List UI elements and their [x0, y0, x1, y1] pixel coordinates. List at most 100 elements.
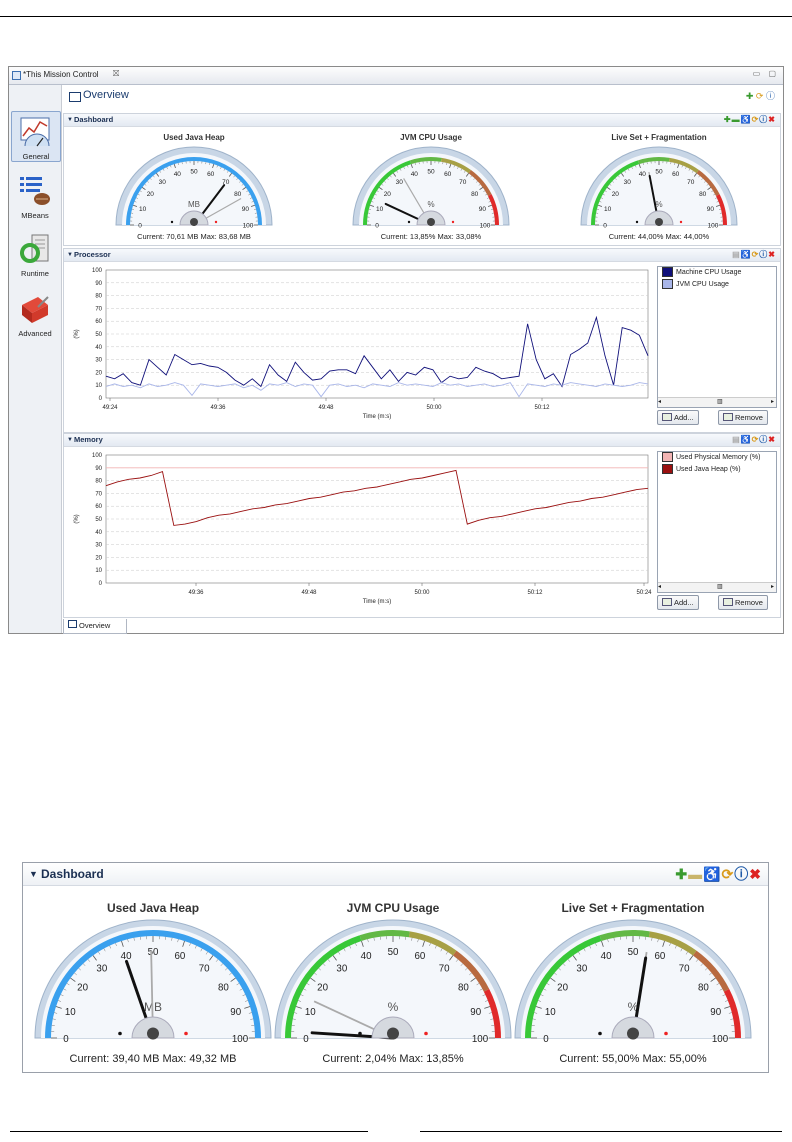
refresh-icon[interactable]: ⟳	[751, 435, 760, 444]
gauge-tick	[98, 951, 101, 955]
gauge-tick	[485, 193, 488, 196]
gauge-tick	[578, 951, 581, 955]
mission-control-app-icon	[12, 71, 21, 80]
gauge-tick-label: 80	[471, 191, 479, 198]
gauge-tick	[374, 193, 377, 196]
gauge-tick-label: 10	[376, 206, 384, 213]
dashboard-header[interactable]: ▼ Dashboard ✚▬♿⟳ⓘ✖	[23, 863, 768, 886]
gauge-tick-label: 30	[624, 179, 632, 186]
add-icon[interactable]: ✚	[723, 115, 732, 124]
gauge-tick-label: 30	[159, 179, 167, 186]
gauge-tick	[464, 170, 466, 173]
gauge-tick-label: 30	[336, 963, 347, 974]
legend-item[interactable]: JVM CPU Usage	[658, 279, 776, 291]
gauge-tick	[407, 165, 409, 168]
gauge-tick	[698, 175, 700, 178]
refresh-icon[interactable]: ⟳	[755, 91, 764, 101]
close-icon[interactable]: ✖	[768, 250, 776, 259]
remove-icon[interactable]: ▬	[731, 115, 741, 124]
close-icon[interactable]: ✖	[749, 866, 762, 882]
remove-icon[interactable]: ▬	[688, 866, 704, 882]
gauge-unit: MB	[188, 200, 200, 209]
processor-legend[interactable]: Machine CPU Usage JVM CPU Usage ◂ ▥ ▸	[657, 266, 777, 408]
gauge-tick	[719, 988, 723, 991]
refresh-icon[interactable]: ⟳	[721, 866, 735, 882]
gauge-tick	[540, 994, 544, 997]
gauge-max-marker	[184, 1031, 188, 1036]
processor-header[interactable]: ▼ Processor ▤♿⟳ⓘ✖	[64, 249, 780, 262]
legend-item[interactable]: Used Java Heap (%)	[658, 464, 776, 476]
gauge-tick	[241, 184, 244, 186]
gauge-tick	[599, 201, 602, 203]
legend-scrollbar[interactable]: ◂ ▥ ▸	[658, 397, 776, 407]
editor-tab[interactable]: *This Mission Control ⛝ ▭ ▢	[9, 67, 783, 85]
gauge-title: JVM CPU Usage	[400, 133, 462, 142]
add-icon[interactable]: ✚	[745, 91, 754, 101]
collapse-triangle-icon[interactable]: ▼	[67, 252, 73, 258]
help-icon[interactable]: ⓘ	[759, 250, 769, 259]
add-icon[interactable]: ✚	[675, 866, 689, 882]
remove-button[interactable]: Remove	[718, 595, 768, 610]
mbeans-icon	[20, 177, 50, 205]
sidebar-item-general[interactable]: General	[11, 111, 61, 162]
y-tick-label: 90	[95, 281, 102, 287]
add-chart-icon	[662, 413, 672, 421]
gauge-tick	[58, 1000, 62, 1002]
gauge-tick	[133, 204, 138, 207]
memory-header[interactable]: ▼ Memory ▤♿⟳ⓘ✖	[64, 434, 780, 447]
gauge-tick	[373, 197, 375, 199]
gauge-arc-segment	[363, 160, 412, 226]
legend-item[interactable]: Machine CPU Usage	[658, 267, 776, 279]
gauge-tick	[136, 197, 138, 199]
close-icon[interactable]: ✖	[768, 115, 776, 124]
memory-chart[interactable]: 0 10 20 30 40 50 60 70 80 90 100 (%) 49:36 49:48 50:00…	[64, 447, 656, 615]
gauge-tick	[595, 943, 597, 947]
y-axis-label: (%)	[74, 329, 80, 338]
sidebar-item-runtime[interactable]: Runtime	[11, 229, 59, 278]
gauge-tick	[613, 937, 615, 941]
refresh-icon[interactable]: ⟳	[751, 115, 760, 124]
sidebar-item-mbeans[interactable]: MBeans	[11, 171, 59, 220]
remove-button[interactable]: Remove	[718, 410, 768, 425]
close-tab-icon[interactable]: ⛝	[113, 69, 120, 78]
sidebar-item-advanced[interactable]: Advanced	[11, 289, 59, 338]
refresh-icon[interactable]: ⟳	[751, 250, 760, 259]
page-title: Overview	[83, 89, 129, 101]
dashboard-header[interactable]: ▼ Dashboard ✚▬♿⟳ⓘ✖	[64, 114, 780, 127]
processor-chart[interactable]: 0 10 20 30 40 50 60 70 80 90 100 (%) 49:24 49:36 49:48…	[64, 262, 656, 430]
collapse-triangle-icon[interactable]: ▼	[67, 437, 73, 443]
gauge-tick	[376, 190, 379, 192]
help-icon[interactable]: ⓘ	[759, 115, 769, 124]
add-button[interactable]: Add...	[657, 595, 699, 610]
gauge-tick	[248, 193, 251, 196]
gauge-tick-label: 40	[601, 951, 612, 962]
help-icon[interactable]: ⓘ	[759, 435, 769, 444]
gauge-arc-segment	[525, 935, 602, 1039]
window-controls[interactable]: ▭ ▢	[752, 69, 779, 78]
gauge-tick	[393, 172, 397, 177]
add-button[interactable]: Add...	[657, 410, 699, 425]
collapse-triangle-icon[interactable]: ▼	[29, 869, 38, 879]
gauge-tick	[692, 170, 694, 173]
memory-legend[interactable]: Used Physical Memory (%) Used Java Heap …	[657, 451, 777, 593]
gauge-tick	[306, 983, 310, 986]
gauge-tick	[554, 972, 557, 976]
legend-scrollbar[interactable]: ◂ ▥ ▸	[658, 582, 776, 592]
gauge-tick	[133, 937, 135, 941]
gauge-tick	[109, 945, 112, 949]
gauge-tick	[54, 1012, 58, 1014]
help-icon[interactable]: ⓘ	[765, 91, 775, 101]
help-icon[interactable]: ⓘ	[734, 866, 750, 882]
gauge-readout: Current: 2,04% Max: 13,85%	[322, 1053, 463, 1065]
legend-swatch	[662, 452, 673, 463]
series-line	[105, 315, 649, 388]
gauge-tick-label: 0	[63, 1034, 69, 1045]
close-icon[interactable]: ✖	[768, 435, 776, 444]
gauge-tick	[457, 167, 459, 169]
gauge-tick	[572, 955, 577, 961]
gauge-tick-label: 10	[139, 206, 147, 213]
legend-item[interactable]: Used Physical Memory (%)	[658, 452, 776, 464]
tab-overview[interactable]: Overview	[63, 619, 127, 634]
collapse-triangle-icon[interactable]: ▼	[67, 117, 73, 123]
gauge-tick-label: 30	[96, 963, 107, 974]
